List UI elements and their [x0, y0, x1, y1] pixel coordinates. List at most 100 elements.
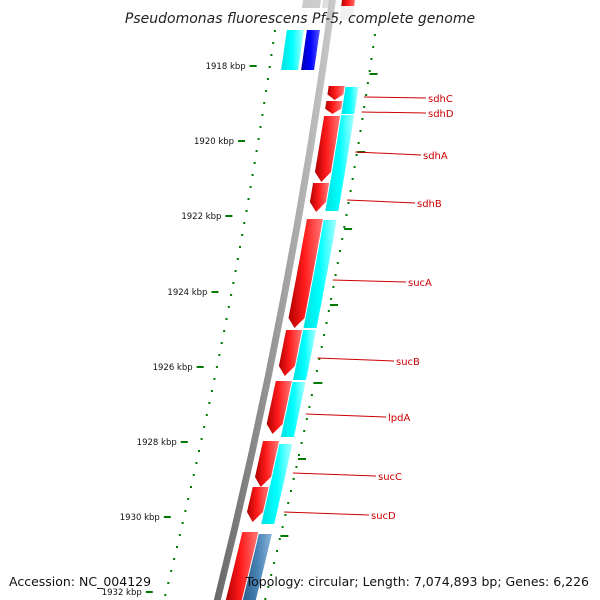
- gc-dot-outer: [295, 466, 298, 468]
- gc-dot-inner: [259, 126, 262, 128]
- gene-arrow-8: [247, 487, 269, 522]
- gc-dot-inner: [173, 558, 176, 560]
- tick-label: 1918 kbp: [206, 62, 246, 72]
- gc-dot-outer: [349, 190, 352, 192]
- tick-label: 1922 kbp: [181, 212, 221, 222]
- feature-tracks: [225, 0, 359, 600]
- gc-dot-outer: [318, 358, 321, 360]
- gene-label-sdhD: sdhD: [428, 109, 454, 120]
- gc-dot-outer: [308, 406, 311, 408]
- gc-dot-outer: [351, 178, 354, 180]
- cds-block-4: [280, 382, 306, 437]
- gc-dot-inner: [273, 30, 276, 32]
- top-red-feature: [341, 0, 355, 6]
- gene-label-sucB: sucB: [396, 357, 420, 368]
- gc-dot-outer: [368, 70, 371, 72]
- gc-dot-outer: [276, 550, 278, 552]
- gc-dot-outer: [343, 226, 346, 228]
- gc-dot-inner: [232, 282, 235, 284]
- gene-label-sdhC: sdhC: [428, 94, 453, 105]
- gene-label-sucA: sucA: [408, 278, 432, 289]
- gc-dot-outer: [339, 250, 341, 252]
- gc-dot-inner: [265, 90, 268, 92]
- gc-dot-outer: [284, 514, 287, 516]
- gc-dot-outer: [334, 274, 337, 276]
- gc-dot-outer: [264, 598, 267, 600]
- cds-block-3: [293, 330, 317, 380]
- gc-dot-inner: [255, 150, 258, 152]
- gc-dot-inner: [208, 402, 211, 404]
- gc-dot-outer: [310, 394, 313, 396]
- gc-dot-outer: [336, 262, 339, 264]
- gene-arrow-5: [278, 330, 303, 376]
- gene-arrow-6: [266, 381, 292, 434]
- gc-dot-inner: [227, 306, 230, 308]
- top-gray-feature-2: [301, 0, 321, 8]
- gc-dot-inner: [215, 366, 218, 368]
- gc-dot-outer: [327, 310, 330, 312]
- gene-arrow-2: [315, 116, 341, 182]
- gc-dot-inner: [266, 78, 269, 80]
- gc-dot-inner: [203, 426, 206, 428]
- leader-line: [292, 472, 377, 477]
- gc-dot-inner: [200, 438, 203, 440]
- gc-dot-inner: [263, 102, 266, 104]
- gene-label-sdhB: sdhB: [417, 199, 442, 210]
- leader-line: [364, 96, 427, 99]
- gc-dot-outer: [303, 430, 306, 432]
- gc-dot-outer: [366, 82, 369, 84]
- gc-dot-inner: [261, 114, 264, 116]
- topology-text: Topology: circular; Length: 7,074,893 bp…: [245, 574, 589, 589]
- gc-dot-inner: [164, 594, 167, 596]
- gc-dot-inner: [241, 234, 244, 236]
- gc-dot-outer: [315, 370, 318, 372]
- gene-label-sdhA: sdhA: [423, 151, 448, 162]
- gc-dot-outer: [300, 442, 303, 444]
- backbone-arc: [213, 0, 336, 600]
- tick-marks: 1918 kbp 1920 kbp 1922 kbp 1924 kbp 1926 kbp…: [102, 62, 378, 598]
- tick-label: 1920 kbp: [194, 137, 234, 147]
- gc-dot-outer: [341, 238, 344, 240]
- gc-dot-inner: [192, 474, 195, 476]
- gene-label-sucC: sucC: [378, 472, 402, 483]
- leader-line: [332, 279, 407, 283]
- gc-dot-inner: [218, 354, 221, 356]
- gc-dot-outer: [347, 202, 350, 204]
- gene-labels: sdhC sdhD sdhA sdhB sucA sucB lpdA sucC sucD: [283, 94, 454, 522]
- gc-dot-outer: [325, 322, 328, 324]
- cds-block-0: [341, 87, 359, 114]
- gene-arrow-0: [327, 86, 345, 100]
- gc-dot-outer: [373, 34, 376, 36]
- gc-dot-outer: [370, 58, 373, 60]
- gc-dot-inner: [195, 462, 198, 464]
- gc-dot-inner: [247, 198, 250, 200]
- gc-dot-outer: [290, 490, 292, 492]
- gc-dot-inner: [230, 294, 233, 296]
- tick-label: 1926 kbp: [153, 363, 193, 373]
- blue-feature: [301, 30, 320, 70]
- gc-dot-inner: [268, 66, 271, 68]
- gene-arrow-3: [309, 183, 330, 212]
- gc-dot-outer: [355, 154, 358, 156]
- leader-line: [347, 199, 416, 204]
- gene-arrow-1: [325, 101, 343, 114]
- top-gray-feature: [339, 6, 355, 20]
- gc-dot-outer: [365, 94, 368, 96]
- gc-dot-inner: [184, 510, 187, 512]
- gene-arrow-4: [288, 219, 323, 328]
- gc-dot-outer: [292, 478, 295, 480]
- gc-dot-outer: [278, 538, 281, 540]
- gc-dot-outer: [267, 586, 270, 588]
- tick-label: 1924 kbp: [167, 288, 207, 298]
- gc-dot-inner: [198, 450, 200, 452]
- map-title: Pseudomonas fluorescens Pf-5, complete g…: [125, 11, 475, 27]
- leader-line: [305, 413, 387, 418]
- leader-line: [317, 357, 395, 362]
- leader-line: [361, 111, 427, 114]
- gc-dot-inner: [176, 546, 178, 548]
- gc-dot-inner: [210, 390, 213, 392]
- gc-dot-outer: [330, 298, 333, 300]
- steel-feature: [242, 534, 272, 600]
- cyan-feature-top: [281, 30, 304, 70]
